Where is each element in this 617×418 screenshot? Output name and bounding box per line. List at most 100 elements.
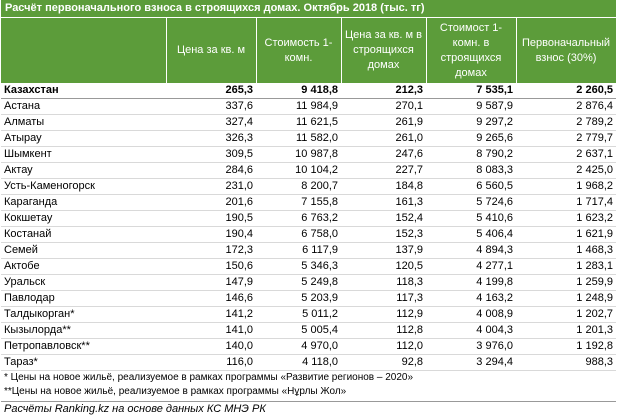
table-row: Актау 284,6 10 104,2 227,7 8 083,3 2 425,0 (1, 162, 616, 179)
value-cell: 4 163,2 (426, 290, 516, 307)
region-cell: Уральск (1, 274, 166, 291)
value-cell: 11 621,5 (256, 114, 341, 131)
table-row: Кокшетау 190,5 6 763,2 152,4 5 410,6 1 623,2 (1, 210, 616, 227)
table-row: Петропавловск** 140,0 4 970,0 112,0 3 976,0 1… (1, 338, 616, 355)
value-cell: 6 758,0 (256, 226, 341, 243)
region-cell: Тараз* (1, 354, 166, 371)
value-cell: 265,3 (166, 83, 256, 99)
value-cell: 247,6 (341, 146, 426, 163)
value-cell: 150,6 (166, 258, 256, 275)
value-cell: 140,0 (166, 338, 256, 355)
value-cell: 326,3 (166, 130, 256, 147)
value-cell: 261,0 (341, 130, 426, 147)
region-cell: Семей (1, 242, 166, 259)
value-cell: 137,9 (341, 242, 426, 259)
value-cell: 2 425,0 (516, 162, 616, 179)
footnote: **Цены на новое жильё, реализуемое в рам… (4, 386, 347, 397)
value-cell: 2 779,7 (516, 130, 616, 147)
table: Цена за кв. м Стоимость 1-комн. Цена за кв… (1, 18, 617, 371)
value-cell: 5 249,8 (256, 274, 341, 291)
region-cell: Актобе (1, 258, 166, 275)
value-cell: 4 118,0 (256, 354, 341, 371)
value-cell: 9 418,8 (256, 83, 341, 99)
value-cell: 118,3 (341, 274, 426, 291)
value-cell: 5 203,9 (256, 290, 341, 307)
value-cell: 8 790,2 (426, 146, 516, 163)
table-row: Караганда 201,6 7 155,8 161,3 5 724,6 1 717,4 (1, 194, 616, 211)
value-cell: 117,3 (341, 290, 426, 307)
value-cell: 1 202,7 (516, 306, 616, 323)
table-row: Тараз* 116,0 4 118,0 92,8 3 294,4 988,3 (1, 354, 616, 371)
value-cell: 5 724,6 (426, 194, 516, 211)
value-cell: 120,5 (341, 258, 426, 275)
value-cell: 231,0 (166, 178, 256, 195)
table-row: Казахстан 265,3 9 418,8 212,3 7 535,1 2 260,5 (1, 83, 616, 99)
value-cell: 6 560,5 (426, 178, 516, 195)
value-cell: 309,5 (166, 146, 256, 163)
region-cell: Усть-Каменогорск (1, 178, 166, 195)
region-cell: Петропавловск** (1, 338, 166, 355)
value-cell: 152,3 (341, 226, 426, 243)
value-cell: 1 623,2 (516, 210, 616, 227)
value-cell: 5 346,3 (256, 258, 341, 275)
value-cell: 1 468,3 (516, 242, 616, 259)
table-row: Семей 172,3 6 117,9 137,9 4 894,3 1 468,3 (1, 242, 616, 259)
table-row: Уральск 147,9 5 249,8 118,3 4 199,8 1 259,9 (1, 274, 616, 291)
footnotes: * Цены на новое жильё, реализуемое в рам… (1, 371, 616, 399)
table-row: Алматы 327,4 11 621,5 261,9 9 297,2 2 789,2 (1, 114, 616, 131)
value-cell: 9 587,9 (426, 98, 516, 115)
value-cell: 4 008,9 (426, 306, 516, 323)
value-cell: 8 200,7 (256, 178, 341, 195)
value-cell: 5 410,6 (426, 210, 516, 227)
value-cell: 172,3 (166, 242, 256, 259)
value-cell: 6 117,9 (256, 242, 341, 259)
region-cell: Атырау (1, 130, 166, 147)
table-row: Астана 337,6 11 984,9 270,1 9 587,9 2 876,4 (1, 98, 616, 115)
value-cell: 988,3 (516, 354, 616, 371)
value-cell: 1 717,4 (516, 194, 616, 211)
value-cell: 146,6 (166, 290, 256, 307)
footnote: * Цены на новое жильё, реализуемое в рам… (4, 372, 414, 383)
value-cell: 1 621,9 (516, 226, 616, 243)
value-cell: 1 283,1 (516, 258, 616, 275)
value-cell: 270,1 (341, 98, 426, 115)
value-cell: 9 297,2 (426, 114, 516, 131)
region-cell: Актау (1, 162, 166, 179)
value-cell: 1 192,8 (516, 338, 616, 355)
value-cell: 147,9 (166, 274, 256, 291)
value-cell: 11 582,0 (256, 130, 341, 147)
value-cell: 5 011,2 (256, 306, 341, 323)
region-cell: Павлодар (1, 290, 166, 307)
table-row: Костанай 190,4 6 758,0 152,3 5 406,4 1 621,9 (1, 226, 616, 243)
value-cell: 337,6 (166, 98, 256, 115)
value-cell: 261,9 (341, 114, 426, 131)
value-cell: 1 248,9 (516, 290, 616, 307)
header-cell: Первоначальный взнос (30%) (516, 18, 617, 83)
value-cell: 141,2 (166, 306, 256, 323)
value-cell: 184,8 (341, 178, 426, 195)
value-cell: 2 637,1 (516, 146, 616, 163)
value-cell: 190,4 (166, 226, 256, 243)
table-row: Шымкент 309,5 10 987,8 247,6 8 790,2 2 637,1 (1, 146, 616, 163)
region-cell: Шымкент (1, 146, 166, 163)
value-cell: 10 104,2 (256, 162, 341, 179)
value-cell: 116,0 (166, 354, 256, 371)
region-cell: Алматы (1, 114, 166, 131)
region-cell: Костанай (1, 226, 166, 243)
region-cell: Талдыкорган* (1, 306, 166, 323)
table-row: Павлодар 146,6 5 203,9 117,3 4 163,2 1 248,9 (1, 290, 616, 307)
value-cell: 4 277,1 (426, 258, 516, 275)
value-cell: 284,6 (166, 162, 256, 179)
header-cell: Цена за кв. м (166, 18, 257, 83)
header-row: Цена за кв. м Стоимость 1-комн. Цена за кв… (1, 18, 617, 83)
value-cell: 1 259,9 (516, 274, 616, 291)
table-body: Казахстан 265,3 9 418,8 212,3 7 535,1 2 260,5… (1, 83, 616, 371)
value-cell: 5 005,4 (256, 322, 341, 339)
value-cell: 3 976,0 (426, 338, 516, 355)
region-cell: Кызылорда** (1, 322, 166, 339)
value-cell: 7 155,8 (256, 194, 341, 211)
value-cell: 152,4 (341, 210, 426, 227)
value-cell: 112,9 (341, 306, 426, 323)
